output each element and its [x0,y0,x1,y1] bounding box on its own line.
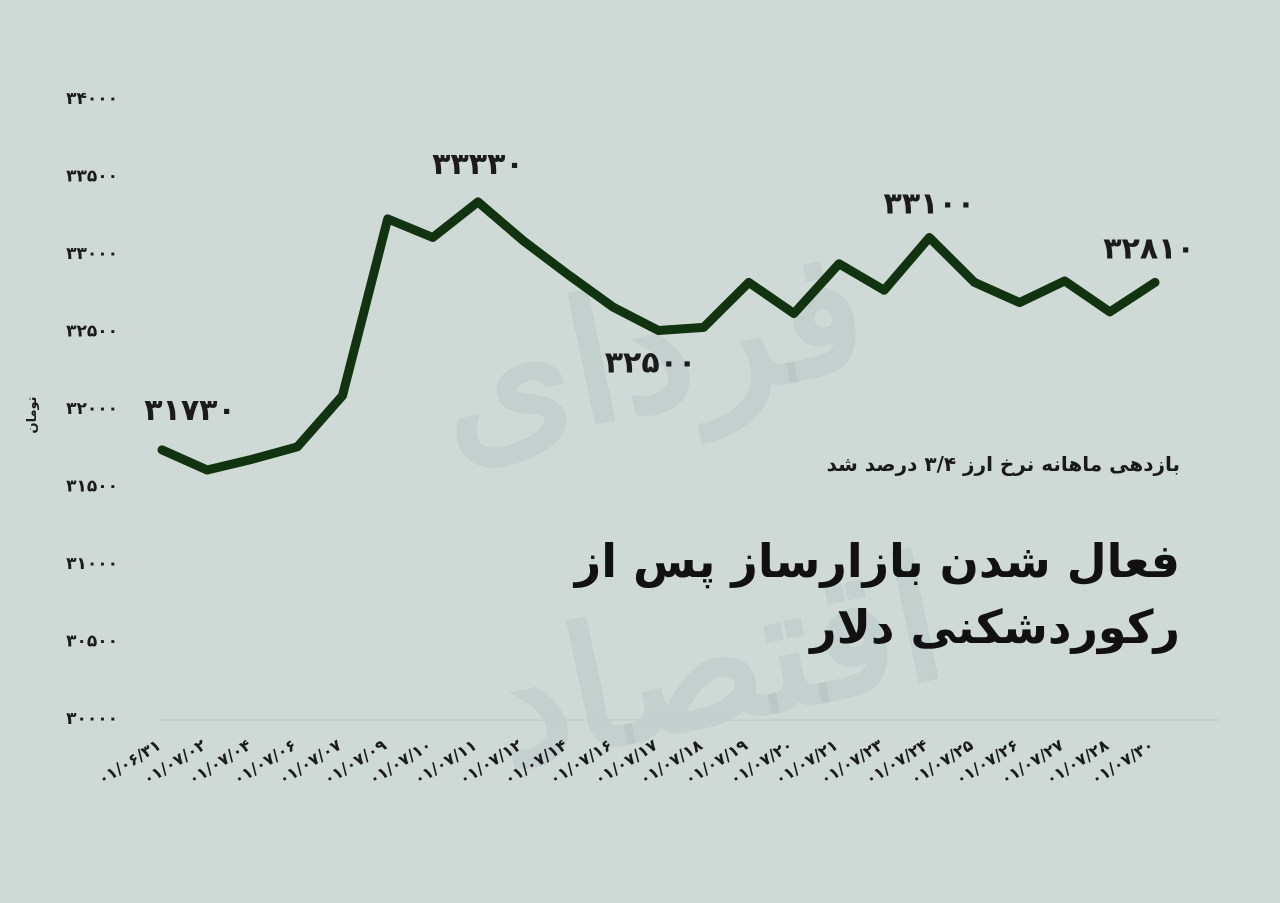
y-tick-label: ۳۰۰۰۰ [66,709,118,729]
data-points [161,200,1156,471]
data-point [838,262,841,265]
data-point [206,469,209,471]
data-point [928,236,931,239]
data-point [296,445,299,448]
chart-headline: فعال شدن بازارساز پس از رکوردشکنی دلار [480,528,1180,660]
data-point [657,329,660,332]
data-label: ۳۲۸۱۰ [1103,231,1195,266]
data-point [251,458,254,461]
y-tick-label: ۳۱۵۰۰ [66,477,118,497]
data-point [1154,281,1156,284]
data-point [973,281,976,284]
y-tick-label: ۳۳۰۰۰ [66,244,118,264]
data-label: ۳۳۳۳۰ [432,147,524,182]
series-line [157,197,1160,475]
x-axis-ticks: ۰۱/۰۶/۳۱۰۱/۰۷/۰۲۰۱/۰۷/۰۴۰۱/۰۷/۰۶۰۱/۰۷/۰۷… [94,735,1157,788]
y-tick-label: ۳۱۰۰۰ [66,554,118,574]
data-label: ۳۳۱۰۰ [884,187,976,222]
data-labels: ۳۱۷۳۰ ۳۳۳۳۰ ۳۲۵۰۰ ۳۳۱۰۰ ۳۲۸۱۰ [144,147,1195,428]
data-point [431,236,434,239]
y-tick-label: ۳۲۵۰۰ [66,322,118,342]
data-point [1063,279,1066,282]
data-point [1108,310,1111,313]
data-point [161,448,163,451]
data-label: ۳۲۵۰۰ [605,346,697,381]
y-tick-label: ۳۳۵۰۰ [66,167,118,187]
line-chart: ۳۰۰۰۰ ۳۰۵۰۰ ۳۱۰۰۰ ۳۱۵۰۰ ۳۲۰۰۰ ۳۲۵۰۰ ۳۳۰۰۰ ۳۳۵۰۰… [25,89,1220,789]
data-point [567,273,570,276]
y-tick-label: ۳۰۵۰۰ [66,632,118,652]
data-label: ۳۱۷۳۰ [144,393,236,428]
data-point [1018,301,1021,304]
data-point [792,312,795,315]
headline-line-2: رکوردشکنی دلار [810,600,1180,654]
data-point [747,281,750,284]
data-point [883,289,886,292]
data-point [702,326,705,329]
chart-subheading: بازدهی ماهانه نرخ ارز ۳/۴ درصد شد [826,452,1180,476]
data-point [612,306,615,309]
y-tick-label: ۳۴۰۰۰ [66,89,118,109]
data-point [522,239,525,242]
data-point [341,394,344,397]
y-axis-ticks: ۳۰۰۰۰ ۳۰۵۰۰ ۳۱۰۰۰ ۳۱۵۰۰ ۳۲۰۰۰ ۳۲۵۰۰ ۳۳۰۰۰ ۳۳۵۰۰… [66,89,118,729]
data-point [386,217,389,220]
data-point [476,200,479,203]
headline-line-1: فعال شدن بازارساز پس از [574,534,1180,588]
y-axis-unit-label: تومان [25,396,40,433]
y-tick-label: ۳۲۰۰۰ [66,399,118,419]
